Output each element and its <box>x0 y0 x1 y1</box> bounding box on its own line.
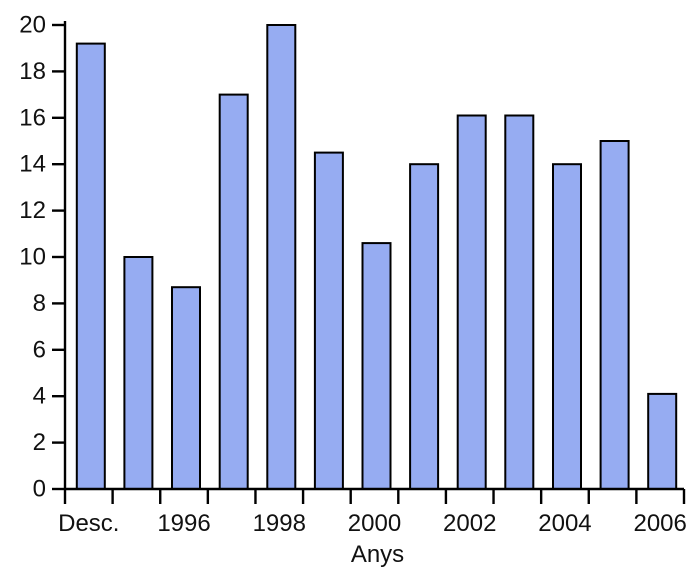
bar-2006 <box>647 392 678 490</box>
y-tick-label: 2 <box>33 429 46 456</box>
y-tick-label: 0 <box>33 476 46 503</box>
bar-slot4 <box>218 93 249 490</box>
x-axis-label: Anys <box>351 541 404 568</box>
y-tick-label: 14 <box>19 151 46 178</box>
bar-1998 <box>266 24 297 490</box>
y-tick-label: 20 <box>19 12 46 39</box>
bar-slot12 <box>599 140 630 490</box>
bar-slot2 <box>123 256 154 490</box>
y-tick-label: 16 <box>19 104 46 131</box>
x-tick-label: 2004 <box>538 510 591 537</box>
bar-1996 <box>171 286 201 491</box>
y-tick-label: 18 <box>19 58 46 85</box>
x-tick-label: 1996 <box>157 510 210 537</box>
x-tick-label: 2006 <box>633 510 686 537</box>
x-tick-label: 1998 <box>253 510 306 537</box>
bar-2002 <box>456 114 487 490</box>
bar-desc <box>75 42 106 490</box>
bar-slot10 <box>504 114 535 490</box>
y-tick-label: 8 <box>33 290 46 317</box>
bar-slot8 <box>409 163 440 490</box>
bar-slot6 <box>313 151 344 490</box>
y-tick-label: 12 <box>19 197 46 224</box>
bar-2004 <box>552 163 582 490</box>
y-tick-label: 6 <box>33 336 46 363</box>
y-tick-label: 4 <box>33 383 46 410</box>
y-tick-label: 10 <box>19 244 46 271</box>
x-tick-label: Desc. <box>58 510 119 537</box>
x-tick-label: 2002 <box>443 510 496 537</box>
bar-2000 <box>361 242 392 490</box>
x-tick-label: 2000 <box>348 510 401 537</box>
